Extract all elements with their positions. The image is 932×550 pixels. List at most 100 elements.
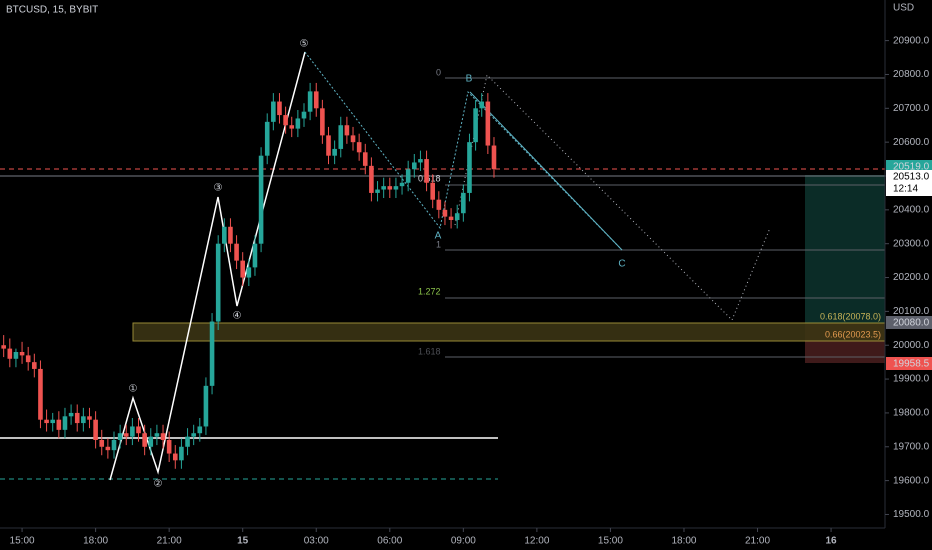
y-tick-label: 20700.0 bbox=[893, 103, 930, 114]
wave-label: ④ bbox=[233, 311, 242, 322]
wave-label: A bbox=[435, 231, 442, 242]
y-tick-label: 20600.0 bbox=[893, 137, 930, 148]
candle-body bbox=[32, 362, 37, 369]
candle-body bbox=[13, 352, 19, 359]
candle-body bbox=[307, 91, 313, 112]
candle-body bbox=[160, 433, 166, 440]
y-tick-label: 19700.0 bbox=[893, 441, 930, 452]
y-tick-label: 19500.0 bbox=[893, 509, 930, 520]
candle-body bbox=[393, 186, 399, 190]
candle-body bbox=[68, 412, 74, 417]
candle-body bbox=[252, 243, 258, 268]
candle-body bbox=[387, 186, 393, 190]
y-tick-label: 20300.0 bbox=[893, 238, 930, 249]
y-tick-label: 19600.0 bbox=[893, 475, 930, 486]
candle-body bbox=[246, 267, 252, 278]
x-tick-label: 15 bbox=[237, 536, 249, 547]
candle-body bbox=[130, 426, 135, 437]
candle-body bbox=[283, 115, 288, 126]
candle-body bbox=[19, 352, 25, 356]
candle-body bbox=[228, 226, 233, 244]
fib-label: 1.618 bbox=[418, 346, 441, 356]
x-tick-label: 18:00 bbox=[671, 536, 696, 547]
candle-body bbox=[485, 101, 491, 146]
candle-body bbox=[7, 348, 13, 359]
y-tick-label: 20200.0 bbox=[893, 272, 930, 283]
y-tick-label: 19900.0 bbox=[893, 374, 930, 385]
candles bbox=[1, 82, 497, 469]
candle-body bbox=[105, 446, 111, 451]
candle-body bbox=[399, 182, 405, 187]
candle-body bbox=[430, 182, 435, 200]
fib-label: 0 bbox=[436, 67, 441, 77]
price-labels: 20519.0 20513.0 12:14 20080.0 19958.5 bbox=[886, 160, 932, 370]
fib-label: 1 bbox=[436, 239, 441, 249]
candle-body bbox=[179, 446, 184, 461]
candle-body bbox=[172, 453, 178, 461]
candle-body bbox=[240, 260, 246, 278]
candle-body bbox=[191, 433, 196, 437]
y-tick-label: 20100.0 bbox=[893, 306, 930, 317]
wave-label: ① bbox=[129, 384, 138, 395]
wave-label: C bbox=[618, 259, 625, 270]
candle-body bbox=[136, 426, 141, 434]
x-tick-label: 15:00 bbox=[10, 536, 35, 547]
candle-body bbox=[381, 186, 386, 190]
price-tag bbox=[886, 170, 932, 196]
x-tick-label: 03:00 bbox=[304, 536, 329, 547]
candle-body bbox=[62, 416, 68, 430]
fib-label: 1.272 bbox=[418, 286, 441, 296]
x-tick-label: 16 bbox=[826, 536, 838, 547]
candle-body bbox=[491, 145, 497, 170]
candle-body bbox=[332, 148, 337, 156]
candle-body bbox=[338, 125, 344, 149]
candle-body bbox=[264, 121, 270, 156]
fib-label: 0.618 bbox=[418, 173, 441, 183]
c-leg bbox=[469, 91, 623, 251]
price-tag-text: 20513.0 bbox=[893, 172, 930, 183]
x-tick-label: 21:00 bbox=[157, 536, 182, 547]
candle-body bbox=[295, 118, 301, 129]
fib-zone bbox=[132, 322, 886, 342]
candle-body bbox=[197, 426, 203, 434]
x-tick-label: 06:00 bbox=[377, 536, 402, 547]
price-tag bbox=[886, 160, 932, 173]
price-tag-text: 20080.0 bbox=[893, 318, 930, 329]
candle-body bbox=[412, 162, 417, 170]
candle-body bbox=[313, 91, 319, 109]
candle-body bbox=[25, 355, 31, 363]
price-tag-text: 20519.0 bbox=[893, 162, 930, 173]
x-tick-label: 21:00 bbox=[745, 536, 770, 547]
candle-body bbox=[461, 192, 466, 214]
candle-body bbox=[99, 440, 105, 447]
candle-body bbox=[185, 436, 190, 447]
candle-body bbox=[148, 436, 154, 447]
candle-body bbox=[418, 159, 423, 163]
candle-body bbox=[87, 416, 92, 420]
candle-body bbox=[277, 101, 282, 116]
candle-body bbox=[344, 125, 350, 136]
candle-body bbox=[467, 142, 472, 193]
candle-body bbox=[424, 159, 429, 183]
wave-label: ③ bbox=[214, 183, 223, 194]
candle-body bbox=[356, 142, 362, 153]
wave-label: ⑤ bbox=[300, 39, 309, 50]
candle-body bbox=[215, 243, 221, 322]
profit-zone bbox=[805, 175, 885, 323]
symbol: BTCUSD, 15, BYBIT bbox=[6, 5, 98, 16]
wave-label: ② bbox=[154, 479, 163, 490]
candle-body bbox=[154, 433, 160, 437]
candle-body bbox=[320, 108, 325, 136]
candle-body bbox=[301, 111, 307, 119]
countdown: 12:14 bbox=[893, 184, 918, 195]
candle-body bbox=[442, 209, 448, 217]
wave-label: B bbox=[466, 74, 473, 85]
candle-body bbox=[234, 243, 239, 261]
zone-label: 0.66(20023.5) bbox=[825, 329, 881, 339]
candle-body bbox=[405, 169, 411, 183]
x-tick-label: 18:00 bbox=[83, 536, 108, 547]
candle-body bbox=[93, 419, 98, 440]
